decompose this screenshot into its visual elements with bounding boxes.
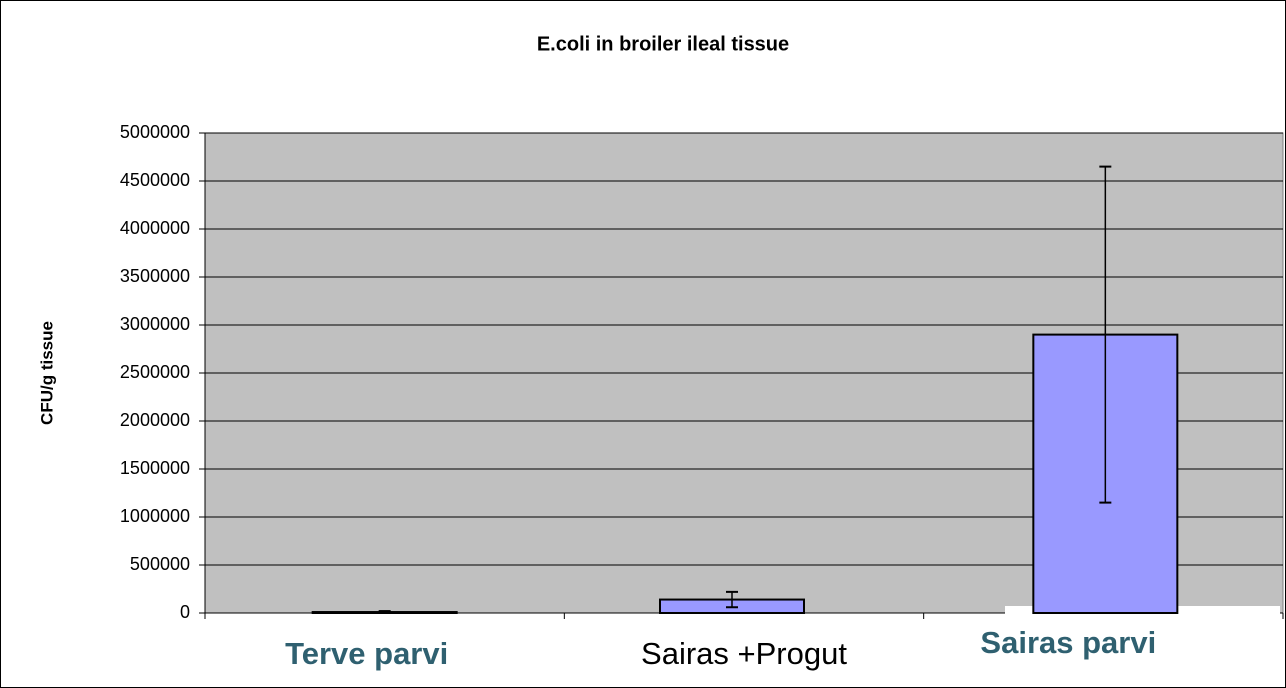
- y-axis-label: CFU/g tissue: [37, 321, 56, 425]
- x-tick-label: Sairas parvi: [980, 625, 1156, 660]
- y-tick-label: 2500000: [120, 362, 190, 382]
- y-tick-label: 3000000: [120, 314, 190, 334]
- chart-title: E.coli in broiler ileal tissue: [537, 33, 789, 55]
- y-tick-label: 0: [180, 602, 190, 622]
- y-tick-label: 500000: [130, 554, 190, 574]
- y-tick-label: 4500000: [120, 170, 190, 190]
- y-tick-label: 4000000: [120, 218, 190, 238]
- y-tick-label: 2000000: [120, 410, 190, 430]
- y-tick-label: 1500000: [120, 458, 190, 478]
- label-background: [1005, 606, 1280, 684]
- x-tick-label: Sairas +Progut: [641, 636, 847, 671]
- x-tick-label: Terve parvi: [285, 636, 448, 671]
- y-tick-label: 5000000: [120, 122, 190, 142]
- y-tick-label: 3500000: [120, 266, 190, 286]
- y-tick-label: 1000000: [120, 506, 190, 526]
